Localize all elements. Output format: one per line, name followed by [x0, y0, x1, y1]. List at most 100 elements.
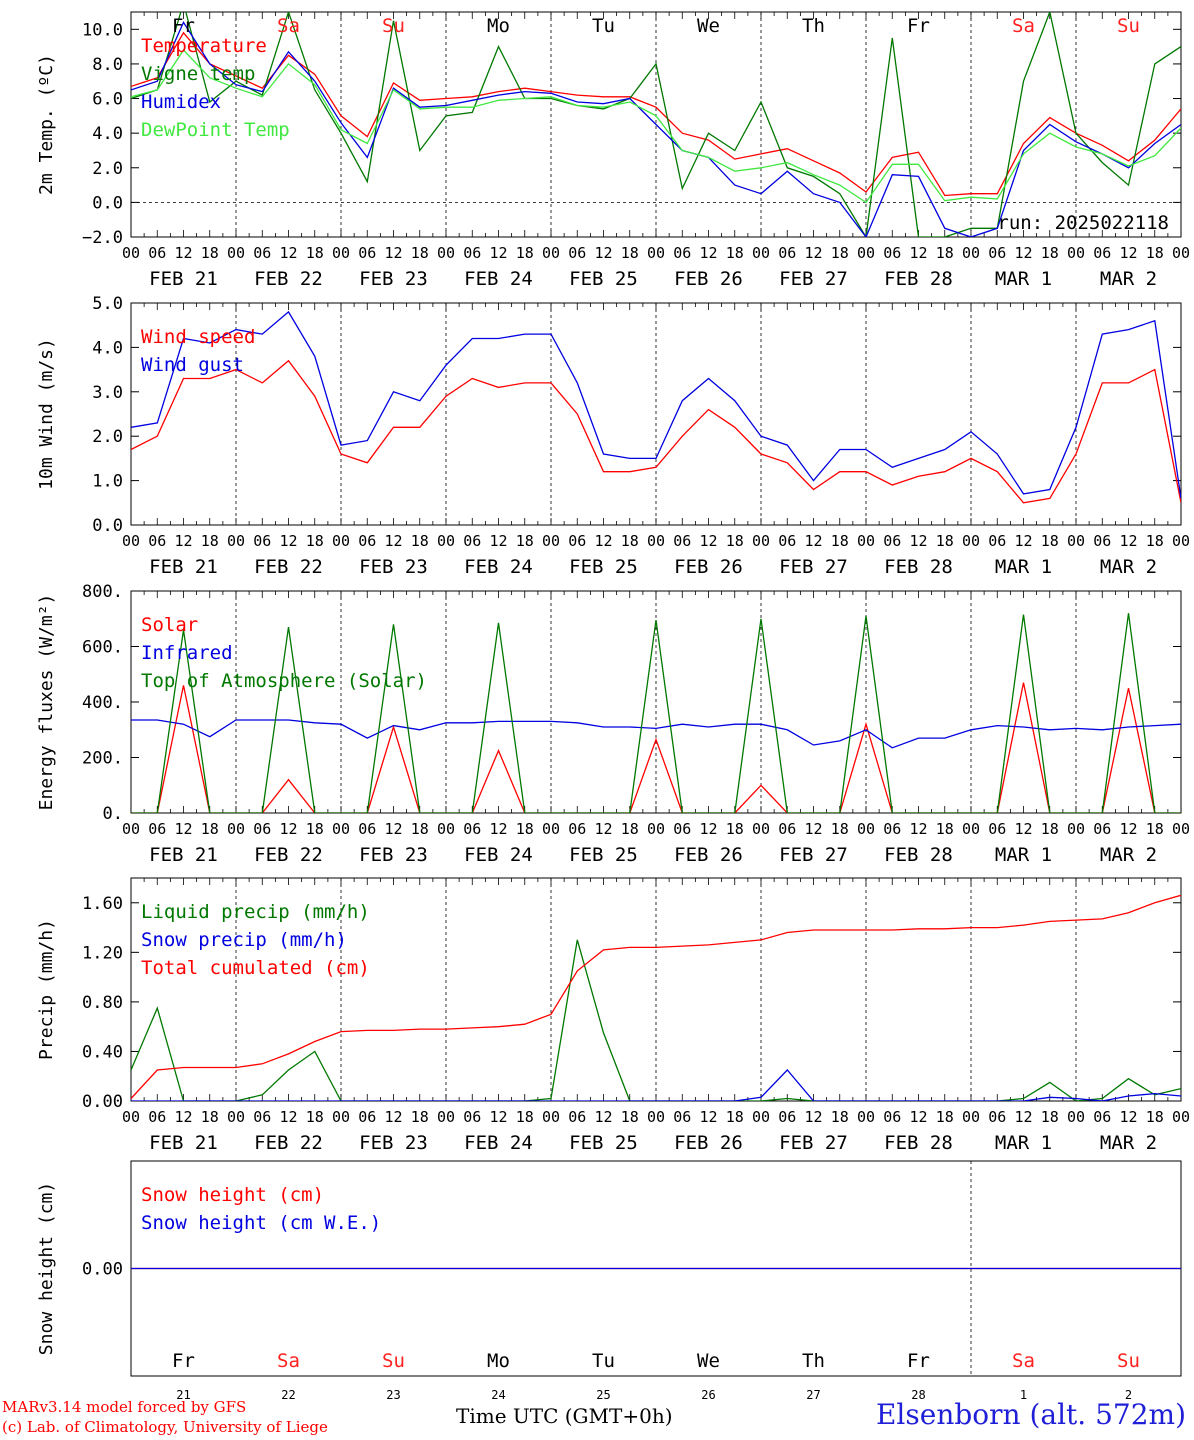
date-label: FEB 22	[254, 844, 323, 866]
hour-label: 06	[1093, 532, 1111, 550]
hour-label: 18	[1146, 1108, 1164, 1126]
series-group	[131, 613, 1181, 813]
day-number: 21	[176, 1388, 190, 1402]
legend-entry: Humidex	[141, 91, 221, 113]
day-name-bottom: Tu	[592, 1350, 615, 1372]
hour-label: 12	[594, 1108, 612, 1126]
y-axis-label: 2m Temp. (ºC)	[36, 54, 57, 195]
hour-label: 12	[804, 532, 822, 550]
hour-label: 00	[647, 820, 665, 838]
day-name-top: Sa	[277, 15, 300, 37]
date-label: FEB 26	[674, 268, 743, 290]
hour-label: 18	[516, 820, 534, 838]
hour-label: 18	[411, 244, 429, 262]
legend-entry: Wind gust	[141, 354, 244, 376]
hour-label: 12	[909, 820, 927, 838]
panel-2: 0.0 1.0 2.0 3.0 4.0 5.0 10m Wind (m/s) Wind spe…	[36, 294, 1190, 578]
legend-entry: Total cumulated (cm)	[141, 957, 370, 979]
hour-label: 00	[1067, 532, 1085, 550]
hour-label: 12	[174, 1108, 192, 1126]
date-label: FEB 21	[149, 556, 218, 578]
hour-label: 00	[857, 244, 875, 262]
series-line-vigne-temp	[131, 12, 1181, 237]
hour-label: 18	[306, 532, 324, 550]
hour-label: 06	[988, 532, 1006, 550]
y-tick-label: 2.0	[92, 427, 123, 447]
hour-label: 18	[516, 1108, 534, 1126]
hour-label: 12	[909, 1108, 927, 1126]
hour-label: 12	[594, 532, 612, 550]
date-label: FEB 24	[464, 556, 533, 578]
hour-label: 18	[831, 244, 849, 262]
hour-label: 12	[1014, 244, 1032, 262]
date-label: FEB 25	[569, 1132, 638, 1154]
hour-label: 06	[988, 1108, 1006, 1126]
date-label: MAR 2	[1100, 1132, 1157, 1154]
hour-label: 00	[542, 244, 560, 262]
hour-label: 00	[122, 1108, 140, 1126]
hour-label: 12	[699, 1108, 717, 1126]
hour-label: 00	[332, 244, 350, 262]
y-tick-label: 0.	[103, 804, 123, 824]
hour-label: 18	[726, 820, 744, 838]
y-tick-label: 800.	[82, 582, 123, 602]
hour-label: 18	[936, 820, 954, 838]
model-credit: MARv3.14 model forced by GFS	[2, 1398, 247, 1416]
date-label: FEB 27	[779, 268, 848, 290]
hour-label: 12	[1014, 1108, 1032, 1126]
y-tick-label: 4.0	[92, 124, 123, 144]
hour-label: 06	[988, 820, 1006, 838]
series-group	[131, 894, 1181, 1101]
hour-label: 18	[306, 244, 324, 262]
hour-label: 06	[463, 532, 481, 550]
hour-label: 00	[647, 532, 665, 550]
hour-label: 06	[148, 244, 166, 262]
hour-label: 00	[752, 1108, 770, 1126]
hour-label: 18	[621, 244, 639, 262]
date-label: MAR 2	[1100, 556, 1157, 578]
hour-label: 12	[489, 532, 507, 550]
hour-label: 12	[699, 532, 717, 550]
hour-label: 00	[1067, 820, 1085, 838]
hour-label: 00	[227, 244, 245, 262]
date-label: MAR 2	[1100, 844, 1157, 866]
hour-label: 12	[279, 244, 297, 262]
hour-label: 06	[358, 820, 376, 838]
legend-entry: Liquid precip (mm/h)	[141, 901, 370, 923]
date-label: FEB 21	[149, 1132, 218, 1154]
series-line-dewpoint-temp	[131, 49, 1181, 204]
hour-label: 18	[411, 532, 429, 550]
y-tick-label: 0.00	[82, 1092, 123, 1112]
day-name-bottom: Fr	[172, 1350, 195, 1372]
legend-entry: Snow height (cm)	[141, 1184, 324, 1206]
y-tick-label: 0.40	[82, 1042, 123, 1062]
date-label: MAR 2	[1100, 268, 1157, 290]
day-name-bottom: Sa	[277, 1350, 300, 1372]
hour-label: 18	[1041, 1108, 1059, 1126]
hour-label: 12	[384, 1108, 402, 1126]
day-name-top: Su	[1117, 15, 1140, 37]
hour-label: 06	[1093, 244, 1111, 262]
y-tick-label: 1.20	[82, 943, 123, 963]
hour-label: 06	[673, 532, 691, 550]
legend-entry: Snow height (cm W.E.)	[141, 1212, 381, 1234]
y-axis-label: Snow height (cm)	[36, 1182, 57, 1355]
hour-label: 18	[201, 820, 219, 838]
hour-label: 00	[332, 532, 350, 550]
hour-label: 06	[253, 1108, 271, 1126]
hour-label: 18	[201, 244, 219, 262]
hour-label: 06	[883, 532, 901, 550]
hour-label: 18	[516, 532, 534, 550]
hour-label: 06	[568, 1108, 586, 1126]
legend-entry: DewPoint Temp	[141, 119, 290, 141]
hour-label: 00	[962, 532, 980, 550]
hour-label: 18	[1146, 244, 1164, 262]
date-label: FEB 28	[884, 556, 953, 578]
hour-label: 12	[804, 244, 822, 262]
hour-label: 00	[542, 820, 560, 838]
hour-label: 18	[936, 244, 954, 262]
hour-label: 00	[542, 1108, 560, 1126]
date-label: FEB 24	[464, 1132, 533, 1154]
hour-label: 06	[778, 820, 796, 838]
